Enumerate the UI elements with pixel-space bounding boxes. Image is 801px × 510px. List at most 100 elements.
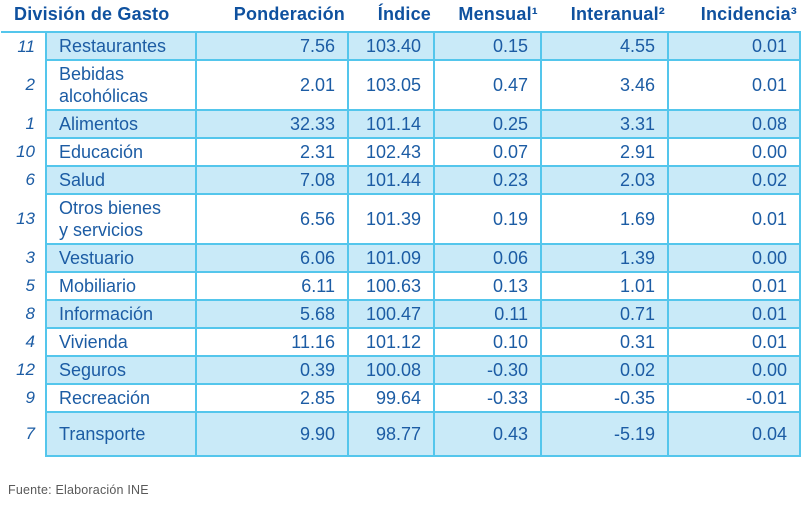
mensual-value: 0.06 bbox=[433, 243, 542, 273]
table-row: 10 Educación 2.31 102.43 0.07 2.91 0.00 bbox=[1, 137, 801, 167]
indice-value: 102.43 bbox=[347, 137, 435, 167]
table-row: 13 Otros bienes y servicios 6.56 101.39 0.19… bbox=[1, 193, 801, 245]
ponderacion-value: 6.56 bbox=[195, 193, 349, 245]
interanual-value: 1.39 bbox=[540, 243, 669, 273]
division-name: Restaurantes bbox=[45, 31, 197, 61]
row-code: 10 bbox=[1, 138, 47, 166]
table-body: 11 Restaurantes 7.56 103.40 0.15 4.55 0.01 2 Beb… bbox=[1, 31, 801, 457]
column-header-interanual: Interanual² bbox=[541, 0, 668, 33]
indice-value: 98.77 bbox=[347, 411, 435, 457]
row-code: 4 bbox=[1, 328, 47, 356]
division-name: Transporte bbox=[45, 411, 197, 457]
mensual-value: 0.19 bbox=[433, 193, 542, 245]
indice-value: 99.64 bbox=[347, 383, 435, 413]
incidencia-value: 0.04 bbox=[667, 411, 801, 457]
table-row: 5 Mobiliario 6.11 100.63 0.13 1.01 0.01 bbox=[1, 271, 801, 301]
mensual-value: -0.30 bbox=[433, 355, 542, 385]
table-header: División de Gasto Ponderación Índice Men… bbox=[1, 0, 800, 33]
ponderacion-value: 6.06 bbox=[195, 243, 349, 273]
division-name: Vestuario bbox=[45, 243, 197, 273]
incidencia-value: 0.02 bbox=[667, 165, 801, 195]
incidencia-value: 0.01 bbox=[667, 31, 801, 61]
column-header-division: División de Gasto bbox=[1, 0, 196, 33]
division-name: Información bbox=[45, 299, 197, 329]
ponderacion-value: 32.33 bbox=[195, 109, 349, 139]
row-code: 9 bbox=[1, 384, 47, 412]
mensual-value: 0.13 bbox=[433, 271, 542, 301]
mensual-value: 0.15 bbox=[433, 31, 542, 61]
interanual-value: 3.31 bbox=[540, 109, 669, 139]
mensual-value: 0.23 bbox=[433, 165, 542, 195]
table-row: 12 Seguros 0.39 100.08 -0.30 0.02 0.00 bbox=[1, 355, 801, 385]
incidencia-value: -0.01 bbox=[667, 383, 801, 413]
row-code: 13 bbox=[1, 194, 47, 244]
division-name: Seguros bbox=[45, 355, 197, 385]
division-name: Mobiliario bbox=[45, 271, 197, 301]
ponderacion-value: 9.90 bbox=[195, 411, 349, 457]
indice-value: 101.14 bbox=[347, 109, 435, 139]
mensual-value: 0.11 bbox=[433, 299, 542, 329]
row-code: 5 bbox=[1, 272, 47, 300]
indice-value: 103.05 bbox=[347, 59, 435, 111]
incidencia-value: 0.01 bbox=[667, 193, 801, 245]
division-name: Recreación bbox=[45, 383, 197, 413]
incidencia-value: 0.01 bbox=[667, 299, 801, 329]
table-row: 8 Información 5.68 100.47 0.11 0.71 0.01 bbox=[1, 299, 801, 329]
row-code: 1 bbox=[1, 110, 47, 138]
division-name: Educación bbox=[45, 137, 197, 167]
mensual-value: -0.33 bbox=[433, 383, 542, 413]
row-code: 2 bbox=[1, 60, 47, 110]
incidencia-value: 0.01 bbox=[667, 327, 801, 357]
interanual-value: 2.91 bbox=[540, 137, 669, 167]
interanual-value: 2.03 bbox=[540, 165, 669, 195]
ponderacion-value: 2.85 bbox=[195, 383, 349, 413]
ponderacion-value: 5.68 bbox=[195, 299, 349, 329]
row-code: 7 bbox=[1, 412, 47, 456]
interanual-value: 1.69 bbox=[540, 193, 669, 245]
ponderacion-value: 7.56 bbox=[195, 31, 349, 61]
column-header-indice: Índice bbox=[348, 0, 434, 33]
interanual-value: -5.19 bbox=[540, 411, 669, 457]
interanual-value: 1.01 bbox=[540, 271, 669, 301]
ipc-divisions-table: División de Gasto Ponderación Índice Men… bbox=[1, 0, 801, 457]
division-name: Alimentos bbox=[45, 109, 197, 139]
ponderacion-value: 2.31 bbox=[195, 137, 349, 167]
interanual-value: 4.55 bbox=[540, 31, 669, 61]
indice-value: 100.08 bbox=[347, 355, 435, 385]
row-code: 6 bbox=[1, 166, 47, 194]
indice-value: 103.40 bbox=[347, 31, 435, 61]
table-row: 6 Salud 7.08 101.44 0.23 2.03 0.02 bbox=[1, 165, 801, 195]
indice-value: 100.63 bbox=[347, 271, 435, 301]
division-name: Salud bbox=[45, 165, 197, 195]
interanual-value: 3.46 bbox=[540, 59, 669, 111]
table-row: 4 Vivienda 11.16 101.12 0.10 0.31 0.01 bbox=[1, 327, 801, 357]
division-name: Vivienda bbox=[45, 327, 197, 357]
ponderacion-value: 0.39 bbox=[195, 355, 349, 385]
source-note: Fuente: Elaboración INE bbox=[8, 483, 149, 497]
table-row: 11 Restaurantes 7.56 103.40 0.15 4.55 0.01 bbox=[1, 31, 801, 61]
incidencia-value: 0.01 bbox=[667, 59, 801, 111]
interanual-value: 0.31 bbox=[540, 327, 669, 357]
table-row: 3 Vestuario 6.06 101.09 0.06 1.39 0.00 bbox=[1, 243, 801, 273]
ponderacion-value: 11.16 bbox=[195, 327, 349, 357]
indice-value: 101.09 bbox=[347, 243, 435, 273]
incidencia-value: 0.08 bbox=[667, 109, 801, 139]
mensual-value: 0.10 bbox=[433, 327, 542, 357]
ponderacion-value: 7.08 bbox=[195, 165, 349, 195]
table-row: 1 Alimentos 32.33 101.14 0.25 3.31 0.08 bbox=[1, 109, 801, 139]
interanual-value: 0.02 bbox=[540, 355, 669, 385]
table-row: 2 Bebidas alcohólicas 2.01 103.05 0.47 3.46 0.… bbox=[1, 59, 801, 111]
indice-value: 101.44 bbox=[347, 165, 435, 195]
indice-value: 101.12 bbox=[347, 327, 435, 357]
ponderacion-value: 2.01 bbox=[195, 59, 349, 111]
column-header-mensual: Mensual¹ bbox=[434, 0, 541, 33]
division-name: Bebidas alcohólicas bbox=[45, 59, 197, 111]
column-header-incidencia: Incidencia³ bbox=[668, 0, 800, 33]
incidencia-value: 0.00 bbox=[667, 137, 801, 167]
division-name: Otros bienes y servicios bbox=[45, 193, 197, 245]
row-code: 3 bbox=[1, 244, 47, 272]
ponderacion-value: 6.11 bbox=[195, 271, 349, 301]
row-code: 8 bbox=[1, 300, 47, 328]
incidencia-value: 0.00 bbox=[667, 243, 801, 273]
